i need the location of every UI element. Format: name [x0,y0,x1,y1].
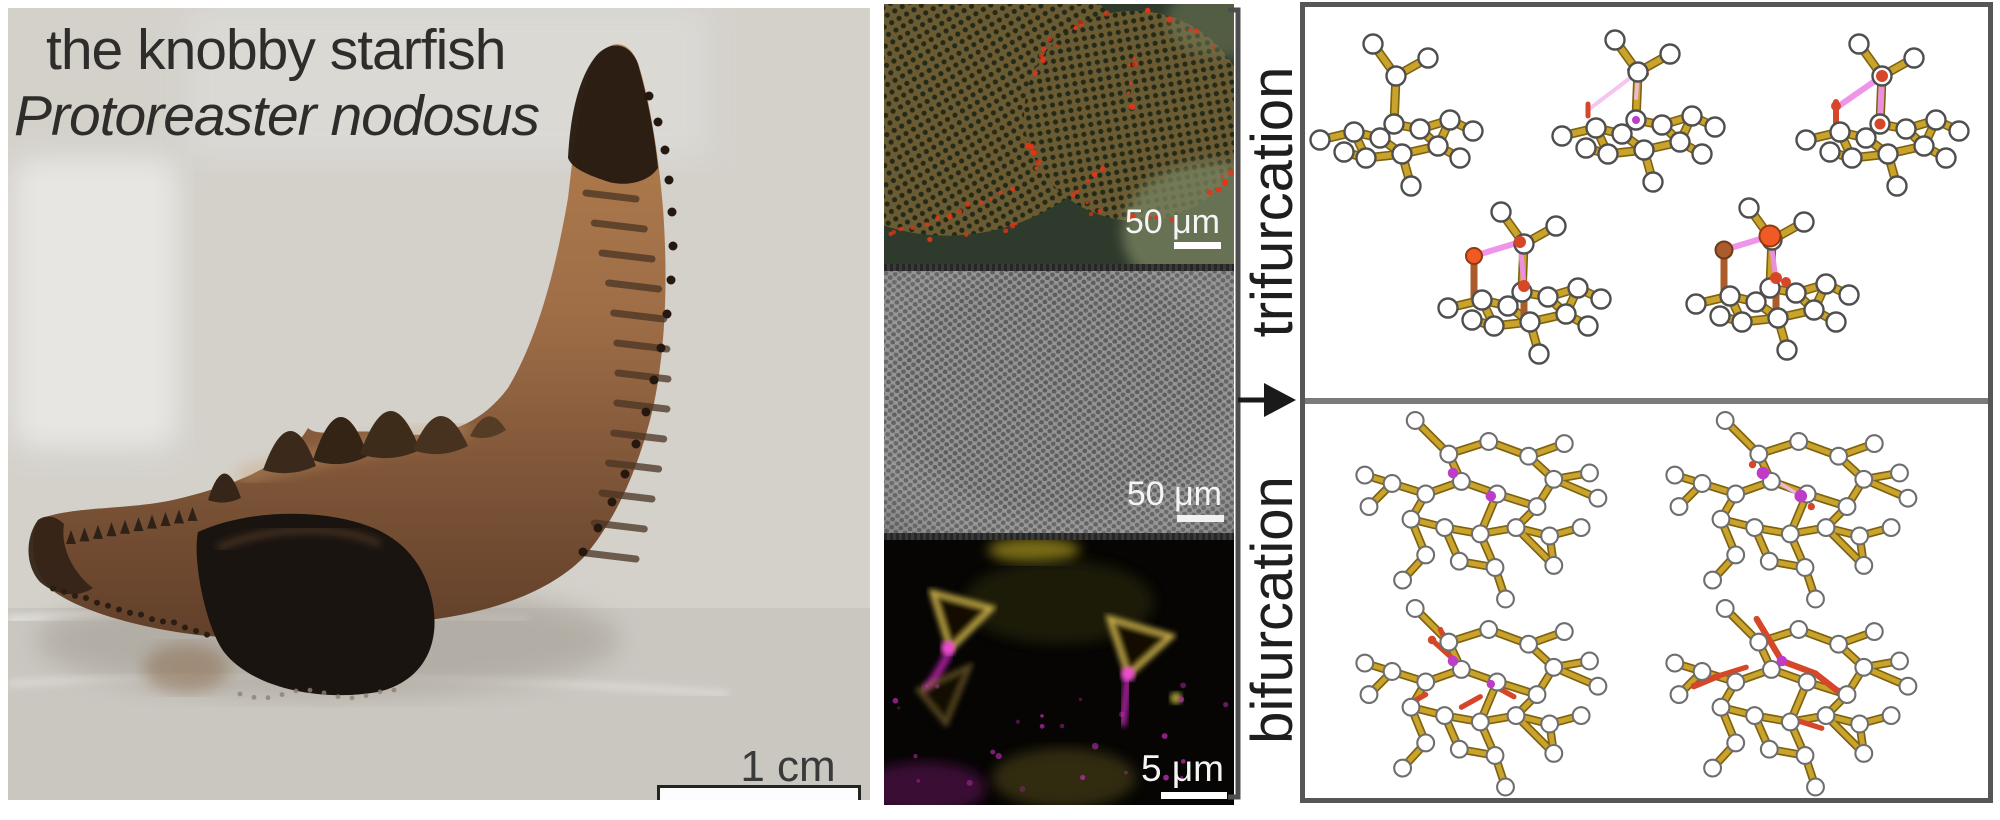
photo-scalebar [657,785,861,800]
magenta-speckles [892,682,1229,792]
micrograph-3-art: 5 μm [884,540,1234,805]
sage-region [1122,162,1234,264]
starfish-photo: the knobby starfish Protoreaster nodosus… [8,8,870,800]
bracket-line [1228,7,1241,800]
mapping-bracket [1228,7,1296,800]
spinelet-fringe [66,506,198,544]
micrograph-polarized-light: 50 μm [884,4,1234,264]
sem-vignette [884,271,1234,533]
yellow-blob-top [988,540,1080,563]
micrograph-sem: 50 μm [884,271,1234,533]
front-arm-speckles [237,687,397,701]
corner-light [1166,4,1234,58]
arm-rib-texture [582,189,672,563]
figure-title-line1: the knobby starfish [46,18,506,82]
bottom-haze-yellow [992,748,1136,805]
micrograph-1-scale-label: 50 μm [1125,203,1220,241]
branch-node-right [1105,614,1182,727]
image-separator [884,533,1234,540]
figure-title-line2-species: Protoreaster nodosus [14,84,540,148]
panel-divider [1305,398,1988,404]
olive-haze [964,560,1154,644]
front-arm [144,513,435,701]
micrograph-1-art: 50 μm [884,4,1234,264]
micrograph-confocal: 5 μm [884,540,1234,805]
tank-wall-highlight [13,158,178,448]
starfish-body [28,44,678,701]
micrograph-3-scale-label: 5 μm [1141,748,1224,789]
mapping-arrow-icon [1264,383,1296,417]
left-arm-tip [28,516,93,595]
marginal-plate-dots [578,91,678,557]
right-arm-tip [568,45,658,184]
starfish-photo-art [8,8,870,800]
starfish-knobs [208,410,506,503]
micrograph-2-scale-label: 50 μm [1127,475,1222,513]
bottom-haze-magenta [884,762,986,805]
trifurcation-label: trifurcation [1239,66,1305,338]
red-boundary-speckles [888,7,1234,243]
micrograph-2-art: 50 μm [884,271,1234,533]
branch-node-left [914,588,997,728]
micrograph-2-scalebar [1177,515,1224,522]
micrograph-3-scalebar [1161,792,1227,799]
photo-scalebar-label: 1 cm [740,742,836,791]
bifurcation-label: bifurcation [1239,476,1305,744]
tube-feet-dots [50,585,210,638]
image-separator [884,264,1234,271]
branching-models-panel [1300,2,1993,803]
micrograph-1-scalebar [1174,242,1221,249]
